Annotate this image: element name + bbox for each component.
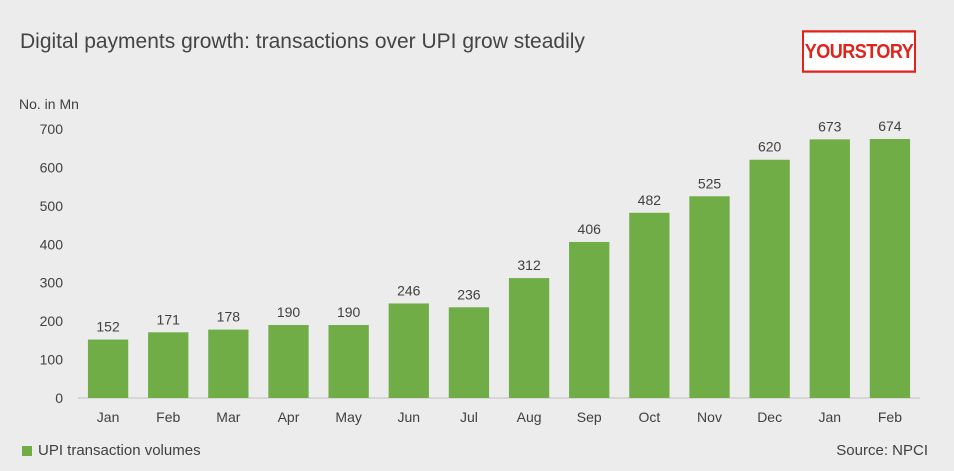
data-label: 190 [337, 304, 361, 320]
y-tick-label: 700 [40, 121, 64, 137]
bar [448, 307, 490, 398]
x-tick-label: Apr [278, 409, 300, 425]
data-label: 246 [397, 282, 421, 298]
x-tick-label: Aug [517, 409, 542, 425]
bar [208, 329, 249, 398]
y-tick-label: 400 [40, 236, 64, 252]
y-tick-label: 0 [55, 390, 63, 406]
y-tick-label: 200 [40, 313, 64, 329]
data-label: 236 [457, 286, 481, 302]
data-label: 406 [578, 221, 602, 237]
bar [328, 324, 369, 398]
chart-title: Digital payments growth: transactions ov… [20, 30, 585, 53]
y-axis-label: No. in Mn [19, 96, 79, 112]
x-tick-label: Oct [638, 409, 660, 425]
x-tick-label: Sep [577, 409, 602, 425]
data-label: 152 [96, 319, 120, 335]
bar [809, 139, 850, 398]
x-tick-label: Jul [460, 409, 478, 425]
data-label: 673 [818, 118, 842, 134]
data-label: 190 [277, 304, 301, 320]
x-tick-label: Jan [97, 409, 120, 425]
bar [508, 278, 550, 398]
x-tick-label: Jun [397, 409, 420, 425]
x-tick-label: Feb [156, 409, 180, 425]
data-label: 312 [517, 257, 541, 273]
bar [388, 303, 429, 398]
y-tick-label: 300 [40, 275, 64, 291]
x-tick-label: Mar [216, 409, 240, 425]
y-tick-label: 100 [40, 352, 64, 368]
source-note: Source: NPCI [836, 442, 928, 459]
x-tick-label: Dec [757, 409, 782, 425]
data-label: 674 [878, 118, 902, 134]
data-label: 525 [698, 175, 722, 191]
bar [148, 332, 189, 398]
bar [869, 138, 911, 398]
x-tick-label: Nov [697, 409, 722, 425]
data-label: 178 [217, 309, 241, 325]
yourstory-logo: YOURSTORY [802, 30, 916, 73]
legend-label: UPI transaction volumes [38, 442, 201, 459]
data-label: 620 [758, 139, 782, 155]
bar [749, 159, 790, 398]
data-label: 482 [638, 192, 662, 208]
bar [569, 241, 610, 398]
legend-swatch [22, 445, 32, 456]
data-label: 171 [157, 311, 181, 327]
bar [689, 196, 730, 398]
bar [87, 339, 129, 398]
x-tick-label: May [335, 409, 361, 425]
legend: UPI transaction volumes [22, 442, 201, 459]
y-tick-label: 600 [40, 159, 64, 175]
y-tick-label: 500 [40, 198, 64, 214]
bar [629, 212, 670, 398]
x-tick-label: Feb [878, 409, 902, 425]
bar [268, 324, 309, 398]
x-tick-label: Jan [818, 409, 841, 425]
